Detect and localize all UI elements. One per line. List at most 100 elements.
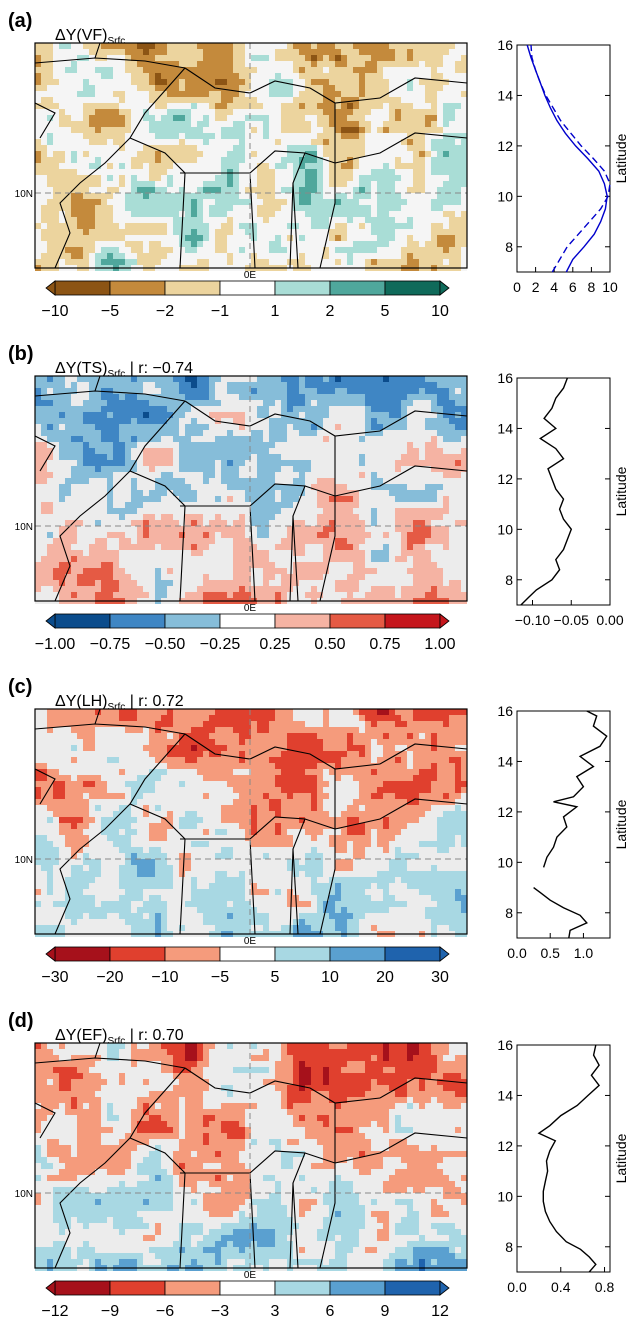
profile-frame [516,377,611,606]
map-field [34,1042,468,1271]
colorbar-tick-label: 2 [326,303,335,320]
map-lat-label: 10N [15,855,33,866]
latitude-profile: 8 10 12 14 16 0.0 0.5 1.0 Latitude [497,703,627,961]
x-tick-label: 0 [513,279,521,295]
colorbar-swatch [164,613,221,629]
colorbar-swatch [109,613,166,629]
x-tick-label: 1.0 [574,945,594,961]
x-tick-label: 6 [569,279,577,295]
y-tick-label: 8 [505,572,513,588]
country-border [94,375,101,392]
panel-label: (b) [8,343,34,365]
colorbar-tick-label: 0.25 [259,636,290,653]
x-tick-label: 0.0 [507,1279,527,1295]
colorbar-tick-label: 9 [381,1303,390,1320]
colorbar-swatch [219,280,276,296]
country-border [34,1102,56,1139]
colorbar-tick-label: −0.25 [200,636,241,653]
country-border [129,1137,186,1269]
colorbar-tick-label: 10 [431,303,449,320]
colorbar-tick-label: 0.50 [314,636,345,653]
colorbar-max-arrow [439,1280,450,1296]
country-border [292,1182,299,1269]
colorbar-swatch [329,280,386,296]
colorbar-swatch [384,946,441,962]
y-tick-label: 10 [497,188,513,204]
x-tick-label: 8 [588,279,596,295]
panel-d: (d) ΔY(EF)Srfc | r: 0.70 10N 0E −12 −9 −6 −3 3 6 9… [8,1010,627,1320]
x-tick-label: 2 [532,279,540,295]
country-border [34,390,186,402]
colorbar-tick-label: −0.50 [145,636,186,653]
colorbar-tick-label: −12 [41,1303,68,1320]
profile-line-solid [520,377,573,606]
colorbar: −30 −20 −10 −5 5 10 20 30 [41,946,450,986]
country-border [34,1057,186,1069]
country-border [334,465,468,497]
profile-frame [516,710,611,939]
y-axis-label: Latitude [613,133,627,183]
colorbar-tick-label: −5 [211,969,229,986]
panel-title: ΔY(LH)Srfc | r: 0.72 [55,693,184,713]
country-border [304,485,336,602]
colorbar-swatch [164,280,221,296]
colorbar-swatch [164,946,221,962]
country-border [379,743,468,765]
country-border [304,152,336,269]
colorbar-swatch [54,946,111,962]
latitude-profile: 8 10 12 14 16 0.0 0.4 0.8 Latitude [497,1037,627,1295]
country-border [34,768,56,805]
country-border [129,137,186,269]
colorbar-tick-label: 12 [431,1303,449,1320]
country-border [34,102,56,139]
map-field [34,375,468,604]
panel-label: (d) [8,1010,34,1032]
y-tick-label: 16 [497,1037,513,1053]
colorbar-tick-label: 30 [431,969,449,986]
x-tick-label: 0.0 [507,945,527,961]
x-tick-label: 0.4 [551,1279,571,1295]
colorbar-swatch [219,1280,276,1296]
map-frame [34,708,468,935]
y-tick-label: 12 [497,1138,513,1154]
y-tick-label: 14 [497,87,513,103]
country-border [54,1067,186,1269]
y-tick-label: 10 [497,854,513,870]
x-tick-label: 0.00 [596,612,623,628]
y-tick-label: 16 [497,37,513,53]
x-tick-label: −0.05 [554,612,590,628]
colorbar-tick-label: −1 [211,303,229,320]
colorbar-max-arrow [439,613,450,629]
colorbar-swatch [164,1280,221,1296]
y-axis-label: Latitude [613,1133,627,1183]
profile-frame [516,44,611,273]
colorbar-swatch [384,1280,441,1296]
y-tick-label: 8 [505,905,513,921]
country-border [292,848,299,935]
colorbar-tick-label: −10 [41,303,68,320]
colorbar-max-arrow [439,280,450,296]
colorbar-min-arrow [45,280,56,296]
colorbar: −1.00 −0.75 −0.50 −0.25 0.25 0.50 0.75 1.00 [35,613,456,653]
colorbar-swatch [109,1280,166,1296]
country-border [292,515,299,602]
country-border [334,132,468,164]
y-tick-label: 14 [497,420,513,436]
colorbar-tick-label: 10 [321,969,339,986]
country-border [304,1152,336,1269]
country-border [54,733,186,935]
colorbar-swatch [109,280,166,296]
colorbar-tick-label: −20 [96,969,123,986]
colorbar-tick-label: −9 [101,1303,119,1320]
country-border [94,708,101,725]
profile-line-solid [526,44,608,273]
colorbar-swatch [54,280,111,296]
colorbar-tick-label: 1.00 [424,636,455,653]
map-lon-label: 0E [244,270,257,281]
colorbar-tick-label: −10 [151,969,178,986]
colorbar-tick-label: 20 [376,969,394,986]
y-axis-label: Latitude [613,466,627,516]
colorbar-swatch [54,1280,111,1296]
